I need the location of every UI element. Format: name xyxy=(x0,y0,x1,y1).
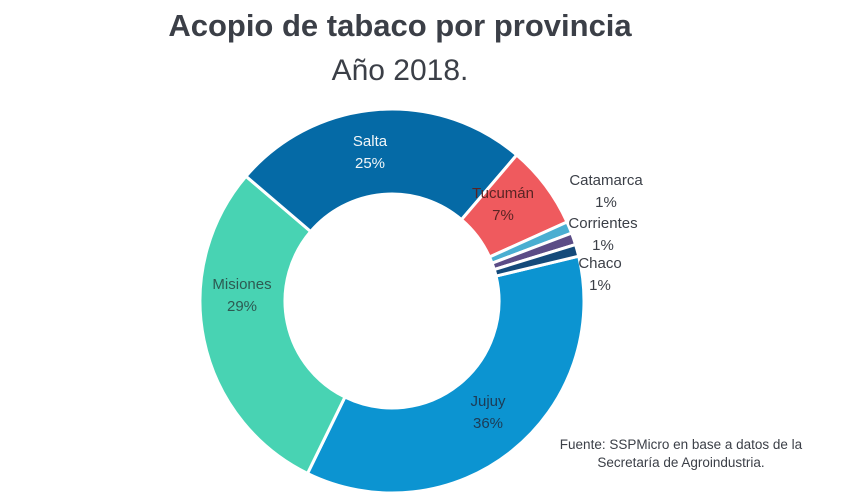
slice-value-catamarca: 1% xyxy=(595,194,617,211)
chart-subtitle: Año 2018. xyxy=(331,54,469,87)
slice-salta xyxy=(244,107,519,234)
slice-jujuy xyxy=(306,254,586,495)
slice-label-catamarca: Catamarca xyxy=(569,172,643,189)
chart-title: Acopio de tabaco por provincia xyxy=(168,8,632,43)
slice-label-chaco: Chaco xyxy=(578,255,621,272)
slice-label-jujuy: Jujuy xyxy=(470,393,506,410)
slice-value-corrientes: 1% xyxy=(592,237,614,254)
slice-label-corrientes: Corrientes xyxy=(568,215,637,232)
slice-value-misiones: 29% xyxy=(227,298,257,315)
slice-label-misiones: Misiones xyxy=(212,276,271,293)
slice-chaco xyxy=(492,243,581,278)
source-line-1: Fuente: SSPMicro en base a datos de la xyxy=(559,437,803,452)
source-line-2: Secretaría de Agroindustria. xyxy=(597,455,765,470)
slice-label-salta: Salta xyxy=(353,133,388,150)
slice-misiones xyxy=(198,174,347,475)
slice-label-tucuman: Tucumán xyxy=(472,185,534,202)
slice-value-jujuy: 36% xyxy=(473,415,503,432)
slice-value-salta: 25% xyxy=(355,155,385,172)
slice-value-tucuman: 7% xyxy=(492,207,514,224)
slice-value-chaco: 1% xyxy=(589,277,611,294)
source-note: Fuente: SSPMicro en base a datos de la S… xyxy=(520,436,842,472)
